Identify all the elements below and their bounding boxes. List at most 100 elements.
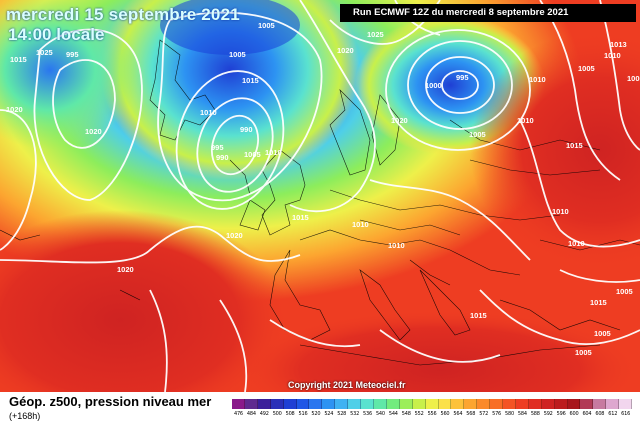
color-scale-value: 552 — [414, 411, 424, 417]
isobar-label: 1020 — [391, 116, 408, 125]
isobar-label: 1010 — [568, 239, 585, 248]
color-scale-swatch — [257, 399, 271, 409]
isobar-label: 1005 — [244, 150, 261, 159]
isobar-label: 1005 — [469, 130, 486, 139]
color-scale-swatch — [606, 399, 620, 409]
color-scale-value: 508 — [285, 411, 295, 417]
isobar-label: 1020 — [6, 105, 23, 114]
color-scale-swatch — [348, 399, 362, 409]
isobar-label: 990 — [240, 125, 253, 134]
color-scale-swatch — [386, 399, 400, 409]
color-scale-value: 564 — [453, 411, 463, 417]
color-scale-value: 600 — [569, 411, 579, 417]
color-scale-swatch — [425, 399, 439, 409]
isobar-label: 995 — [211, 143, 224, 152]
isobar-label: 1005 — [229, 50, 246, 59]
isobar-label: 1015 — [470, 311, 487, 320]
color-scale-swatch — [309, 399, 323, 409]
isobar-label: 1020 — [226, 231, 243, 240]
isobar-label: 1005 — [578, 64, 595, 73]
isobar-label: 990 — [216, 153, 229, 162]
isobar-label: 1005 — [594, 329, 611, 338]
color-scale-swatch — [438, 399, 452, 409]
color-scale-value: 500 — [272, 411, 282, 417]
color-scale-swatch — [619, 399, 633, 409]
color-scale-swatch — [373, 399, 387, 409]
color-scale-value: 524 — [324, 411, 334, 417]
color-scale-swatch — [283, 399, 297, 409]
color-scale-swatch — [593, 399, 607, 409]
color-scale-swatch — [232, 399, 245, 409]
color-scale-value: 568 — [466, 411, 476, 417]
isobar-label: 1015 — [242, 76, 259, 85]
color-scale-value: 576 — [492, 411, 502, 417]
isobar-label: 1010 — [552, 207, 569, 216]
color-scale-swatch — [477, 399, 491, 409]
forecast-date: mercredi 15 septembre 2021 — [6, 5, 240, 24]
isobar-label: 1010 — [604, 51, 621, 60]
color-scale-swatch — [503, 399, 516, 409]
color-scale-value: 544 — [388, 411, 398, 417]
color-scale-value: 560 — [440, 411, 450, 417]
isobar-label: 1005 — [616, 287, 633, 296]
isobar-label: 1010 — [517, 116, 534, 125]
isobar-label: 1015 — [590, 298, 607, 307]
isobar-label: 1005 — [258, 21, 275, 30]
color-scale-value: 540 — [375, 411, 385, 417]
isobar-label: 1000 — [425, 81, 442, 90]
isobar-label: 1005 — [575, 348, 592, 357]
isobar-label: 1015 — [292, 213, 309, 222]
color-scale-value: 492 — [259, 411, 269, 417]
color-scale-swatch — [580, 399, 594, 409]
color-scale-swatch — [412, 399, 426, 409]
color-scale-swatch — [296, 399, 310, 409]
color-scale-swatch — [515, 399, 529, 409]
isobar-label: 1005 — [627, 74, 640, 83]
isobar-label: 995 — [456, 73, 469, 82]
color-scale-swatch — [361, 399, 374, 409]
color-scale-value: 588 — [530, 411, 540, 417]
color-scale-value: 520 — [311, 411, 321, 417]
color-scale-value: 580 — [505, 411, 514, 417]
color-scale-ticks: 476 484 492 500 508 516 520 524 528 532 536 540 544 5… — [232, 411, 632, 419]
color-scale-swatch — [567, 399, 581, 409]
color-scale-value: 532 — [350, 411, 360, 417]
color-scale-swatch — [322, 399, 336, 409]
color-scale-value: 616 — [621, 411, 631, 417]
isobar-label: 1010 — [529, 75, 546, 84]
isobar-label: 995 — [66, 50, 79, 59]
legend-panel: Géop. z500, pression niveau mer (+168h) … — [0, 392, 640, 427]
color-scale-value: 592 — [543, 411, 553, 417]
color-scale-swatch — [244, 399, 258, 409]
isobar-label: 1025 — [367, 30, 384, 39]
color-scale-swatch — [335, 399, 349, 409]
color-scale-value: 604 — [582, 411, 592, 417]
color-scale — [232, 399, 633, 409]
color-scale-swatch — [399, 399, 413, 409]
isobar-label: 1025 — [36, 48, 53, 57]
isobar-label: 1010 — [200, 108, 217, 117]
color-scale-value: 484 — [246, 411, 256, 417]
run-info-banner: Run ECMWF 12Z du mercredi 8 septembre 20… — [340, 4, 636, 22]
color-scale-value: 608 — [595, 411, 605, 417]
color-scale-swatch — [490, 399, 504, 409]
isobar-label: 1020 — [117, 265, 134, 274]
legend-subtitle: (+168h) — [9, 411, 41, 421]
color-scale-value: 572 — [479, 411, 489, 417]
copyright-text: Copyright 2021 Meteociel.fr — [288, 380, 406, 390]
forecast-time: 14:00 locale — [8, 25, 105, 44]
color-scale-value: 476 — [233, 411, 243, 417]
coastlines — [0, 39, 640, 366]
color-scale-swatch — [554, 399, 568, 409]
color-scale-value: 612 — [608, 411, 618, 417]
isobar-label: 1010 — [388, 241, 405, 250]
color-scale-value: 548 — [401, 411, 411, 417]
isobar-label: 1015 — [10, 55, 27, 64]
color-scale-value: 584 — [517, 411, 527, 417]
color-scale-value: 536 — [363, 411, 372, 417]
color-scale-value: 516 — [298, 411, 308, 417]
isobars — [0, 0, 640, 392]
color-scale-value: 556 — [427, 411, 437, 417]
